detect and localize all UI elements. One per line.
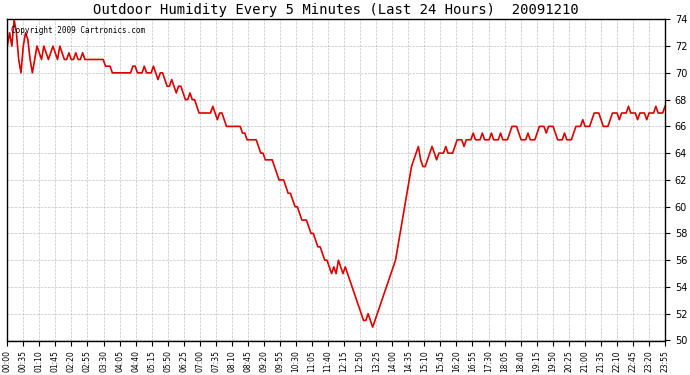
Title: Outdoor Humidity Every 5 Minutes (Last 24 Hours)  20091210: Outdoor Humidity Every 5 Minutes (Last 2… bbox=[93, 3, 579, 17]
Text: Copyright 2009 Cartronics.com: Copyright 2009 Cartronics.com bbox=[10, 26, 145, 35]
